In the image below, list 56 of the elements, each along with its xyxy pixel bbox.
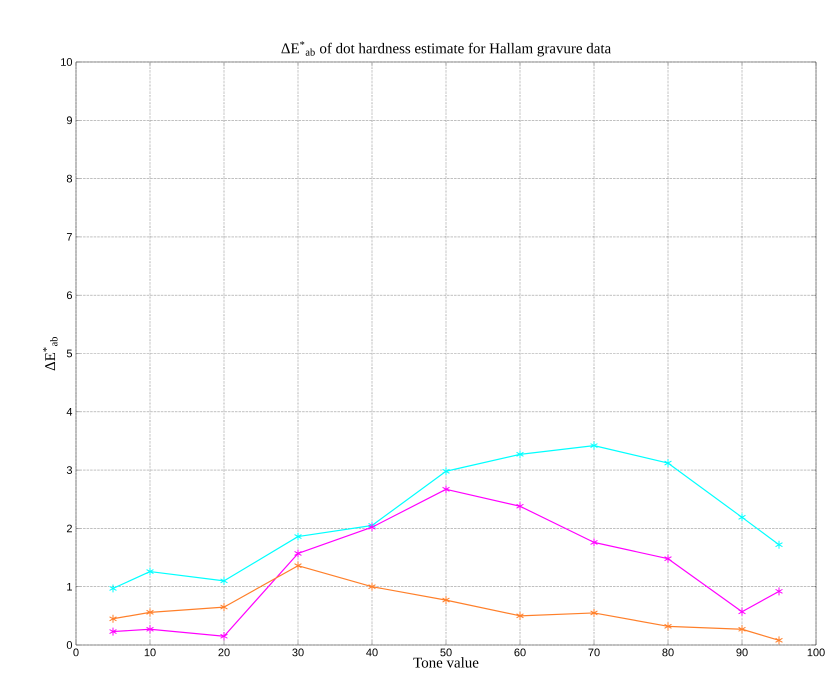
point <box>294 561 302 570</box>
x-axis-title: Tone value <box>413 657 478 668</box>
x-tick-label: 80 <box>662 648 674 656</box>
point <box>590 538 598 547</box>
y-tick-label: 6 <box>66 291 72 300</box>
x-tick-label: 10 <box>144 648 156 656</box>
point <box>590 441 598 450</box>
point <box>442 596 450 605</box>
y-tick-label: 4 <box>66 408 72 416</box>
y-tick-label: 8 <box>66 174 72 182</box>
point <box>738 512 746 522</box>
y-tick-label: 0 <box>66 641 72 649</box>
point <box>516 611 524 620</box>
point <box>294 532 302 542</box>
y-tick-label: 1 <box>67 582 72 590</box>
point <box>146 608 154 617</box>
x-tick-label: 100 <box>808 648 825 656</box>
point <box>442 466 450 476</box>
point <box>220 602 228 612</box>
point <box>146 567 154 576</box>
point <box>590 608 598 618</box>
point <box>664 554 672 564</box>
point <box>775 636 783 645</box>
x-tick-label: 40 <box>366 648 378 656</box>
x-tick-label: 90 <box>736 648 748 656</box>
x-tick-label: 60 <box>514 648 526 656</box>
y-axis-title: ΔE$^{*}$ab <box>42 336 58 370</box>
point <box>738 607 746 616</box>
x-tick-label: 50 <box>440 648 452 656</box>
y-tick-label: 3 <box>66 466 72 474</box>
point <box>516 450 524 459</box>
point <box>294 548 302 558</box>
point <box>146 624 154 634</box>
x-tick-label: 70 <box>588 648 600 656</box>
y-tick-label: 9 <box>66 116 72 124</box>
point <box>109 627 117 636</box>
y-tick-label: 5 <box>66 350 72 358</box>
point <box>220 576 228 586</box>
x-tick-label: 0 <box>73 648 79 656</box>
x-tick-label: 20 <box>218 648 230 656</box>
y-tick-label: 10 <box>61 58 72 66</box>
chart-title: ΔE$^{*}$$_{ab}$ of dot hardness estimate for Hallam gravure data <box>281 41 611 56</box>
point <box>220 632 228 641</box>
point <box>109 584 117 593</box>
y-tick-label: 2 <box>66 524 72 532</box>
point <box>442 484 450 494</box>
point <box>664 458 672 468</box>
point <box>775 540 783 550</box>
x-tick-label: 30 <box>292 648 304 656</box>
point <box>109 614 117 624</box>
y-tick-label: 7 <box>66 233 72 241</box>
point <box>516 502 524 511</box>
point <box>664 622 672 631</box>
point <box>775 586 783 596</box>
point <box>738 624 746 634</box>
point <box>368 582 376 592</box>
